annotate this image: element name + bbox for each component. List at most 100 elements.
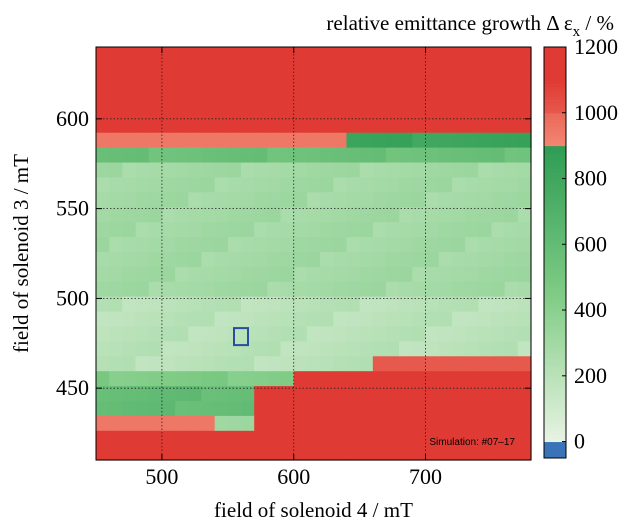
heatmap-cell [451, 57, 466, 74]
colorbar-segment [544, 254, 566, 258]
heatmap-cell [135, 161, 150, 178]
heatmap-cell [451, 206, 466, 223]
heatmap-cell [451, 281, 466, 297]
heatmap-cell [399, 340, 413, 357]
heatmap-cell [372, 251, 387, 267]
heatmap-cell [201, 87, 216, 103]
heatmap-cell [254, 57, 268, 74]
heatmap-cell [372, 147, 387, 163]
heatmap-cell [346, 206, 361, 223]
heatmap-cell [372, 445, 387, 461]
heatmap-cell [175, 385, 189, 401]
heatmap-cell [451, 191, 466, 208]
heatmap-cell [188, 370, 203, 387]
heatmap-cell [359, 400, 374, 416]
colorbar-segment [544, 323, 566, 327]
heatmap-cell [412, 132, 427, 148]
colorbar-title-suffix: / % [580, 11, 614, 35]
heatmap-cell [122, 385, 137, 401]
heatmap-cell [227, 206, 242, 223]
heatmap-cell [227, 266, 242, 282]
heatmap-cell [96, 47, 110, 59]
heatmap-cell [425, 400, 440, 416]
heatmap-cell [386, 296, 400, 312]
heatmap-cell [438, 117, 453, 133]
heatmap-cell [122, 251, 137, 267]
colorbar-segment [544, 372, 566, 377]
colorbar-segment [544, 99, 566, 104]
heatmap-cell [201, 251, 216, 267]
heatmap-cell [96, 57, 110, 74]
heatmap-cell [254, 266, 268, 282]
heatmap-cell [478, 72, 493, 89]
heatmap-cell [306, 355, 321, 372]
heatmap-cell [122, 206, 137, 223]
heatmap-cell [175, 325, 189, 342]
heatmap-cell [293, 87, 308, 103]
heatmap-cell [109, 325, 123, 342]
heatmap-cell [280, 310, 295, 327]
colorbar-segment [544, 342, 566, 347]
heatmap-cell [412, 310, 427, 327]
heatmap-cell [267, 400, 282, 416]
heatmap-cell [386, 176, 400, 193]
heatmap-cell [306, 251, 321, 267]
heatmap-cell [333, 281, 348, 297]
heatmap-cell [241, 430, 255, 446]
heatmap-cell [96, 176, 110, 193]
heatmap-cell [451, 400, 466, 416]
heatmap-cell [320, 266, 334, 282]
heatmap-cell [280, 370, 295, 387]
heatmap-cell [399, 57, 413, 74]
heatmap-cell [504, 161, 519, 178]
heatmap-cell [346, 296, 361, 312]
heatmap-cell [148, 57, 163, 74]
heatmap-cell [504, 415, 519, 431]
heatmap-cell [386, 370, 400, 387]
heatmap-cell [478, 310, 493, 327]
heatmap-cell [280, 132, 295, 148]
heatmap-cell [148, 206, 163, 223]
heatmap-cell [412, 340, 427, 357]
heatmap-cell [386, 325, 400, 342]
colorbar-segment [544, 79, 566, 84]
heatmap-cell [293, 176, 308, 193]
heatmap-cell [293, 400, 308, 416]
heatmap-cell [241, 47, 255, 59]
heatmap-cell [214, 176, 229, 193]
heatmap-cell [320, 296, 334, 312]
heatmap-cell [254, 147, 268, 163]
heatmap-cell [465, 72, 479, 89]
heatmap-cell [148, 370, 163, 387]
heatmap-cell [517, 430, 532, 446]
heatmap-cell [517, 236, 532, 252]
heatmap-cell [280, 191, 295, 208]
heatmap-cell [135, 72, 150, 89]
heatmap-cell [504, 102, 519, 118]
heatmap-cell [254, 415, 268, 431]
heatmap-cell [267, 117, 282, 133]
heatmap-cell [465, 445, 479, 461]
heatmap-cell [425, 251, 440, 267]
heatmap-cell [109, 415, 123, 431]
heatmap-cell [122, 117, 137, 133]
heatmap-cell [254, 176, 268, 193]
colorbar-segment [544, 89, 566, 94]
x-tick-label: 600 [277, 464, 310, 489]
colorbar-segment [544, 250, 566, 255]
heatmap-cell [306, 370, 321, 387]
heatmap-cell [517, 191, 532, 208]
heatmap-cell [254, 236, 268, 252]
colorbar-segment [544, 217, 566, 222]
heatmap-cell [399, 132, 413, 148]
heatmap-cell [478, 87, 493, 103]
colorbar-segment [544, 165, 566, 170]
heatmap-cell [161, 87, 176, 103]
y-tick-label: 550 [56, 196, 89, 221]
heatmap-cell [227, 281, 242, 297]
colorbar-segment [544, 293, 566, 298]
heatmap-cell [280, 355, 295, 372]
heatmap-cell [148, 132, 163, 148]
heatmap-cell [122, 310, 137, 327]
heatmap-cell [122, 415, 137, 431]
